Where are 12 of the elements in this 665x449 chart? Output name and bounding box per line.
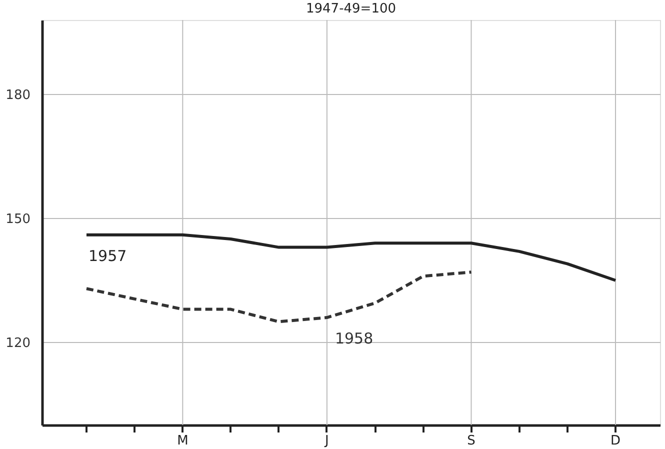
y-tick-label: 120 <box>6 336 30 351</box>
x-tick-label: J <box>324 434 329 448</box>
y-tick-label: 150 <box>6 212 30 227</box>
y-tick-label: 180 <box>6 88 30 103</box>
x-tick-label: M <box>177 434 188 448</box>
x-tick-label: D <box>610 434 621 448</box>
series-label: 1958 <box>334 330 374 348</box>
series-label: 1957 <box>88 246 127 265</box>
x-tick-label: S <box>467 434 476 448</box>
line-series <box>84 270 473 324</box>
chart-title: 1947-49=100 <box>306 2 396 16</box>
line-series <box>84 233 618 282</box>
